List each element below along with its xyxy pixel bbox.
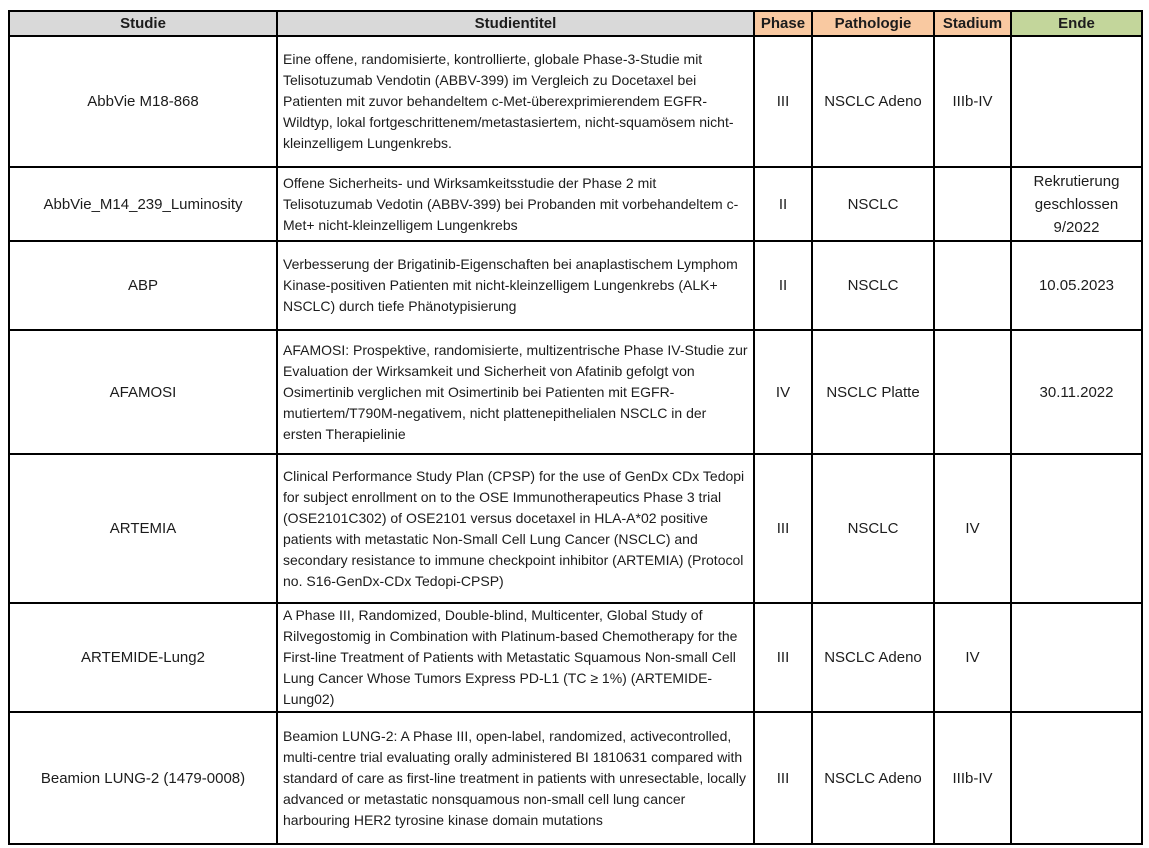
pathologie-cell: NSCLC (811, 453, 935, 604)
col-header-studie: Studie (8, 10, 278, 37)
studientitel-cell: Beamion LUNG-2: A Phase III, open-label,… (276, 711, 755, 845)
clinical-trials-table: Studie Studientitel Phase Pathologie Sta… (8, 10, 1143, 845)
studie-cell: ARTEMIDE-Lung2 (8, 602, 278, 713)
phase-cell: II (753, 166, 813, 242)
studientitel-cell: Offene Sicherheits- und Wirksamkeitsstud… (276, 166, 755, 242)
pathologie-cell: NSCLC Adeno (811, 711, 935, 845)
phase-cell: IV (753, 329, 813, 455)
col-header-ende: Ende (1010, 10, 1143, 37)
table-row: AbbVie M18-868 Eine offene, randomisiert… (8, 35, 1143, 168)
header-row: Studie Studientitel Phase Pathologie Sta… (8, 10, 1143, 37)
phase-cell: III (753, 602, 813, 713)
studientitel-cell: AFAMOSI: Prospektive, randomisierte, mul… (276, 329, 755, 455)
studie-cell: Beamion LUNG-2 (1479-0008) (8, 711, 278, 845)
stadium-cell (933, 240, 1012, 331)
ende-cell (1010, 453, 1143, 604)
pathologie-cell: NSCLC (811, 166, 935, 242)
phase-cell: III (753, 35, 813, 168)
col-header-stadium: Stadium (933, 10, 1012, 37)
studie-cell: AbbVie M18-868 (8, 35, 278, 168)
table-row: Beamion LUNG-2 (1479-0008) Beamion LUNG-… (8, 711, 1143, 845)
studie-cell: AbbVie_M14_239_Luminosity (8, 166, 278, 242)
table-row: AbbVie_M14_239_Luminosity Offene Sicherh… (8, 166, 1143, 242)
phase-cell: III (753, 453, 813, 604)
studie-cell: ABP (8, 240, 278, 331)
stadium-cell (933, 166, 1012, 242)
table-row: AFAMOSI AFAMOSI: Prospektive, randomisie… (8, 329, 1143, 455)
pathologie-cell: NSCLC Adeno (811, 35, 935, 168)
ende-cell: Rekrutierung geschlossen 9/2022 (1010, 166, 1143, 242)
studientitel-cell: Clinical Performance Study Plan (CPSP) f… (276, 453, 755, 604)
stadium-cell: IV (933, 453, 1012, 604)
stadium-cell: IIIb-IV (933, 35, 1012, 168)
ende-cell: 30.11.2022 (1010, 329, 1143, 455)
col-header-pathologie: Pathologie (811, 10, 935, 37)
studie-cell: ARTEMIA (8, 453, 278, 604)
stadium-cell: IV (933, 602, 1012, 713)
stadium-cell (933, 329, 1012, 455)
studientitel-cell: Eine offene, randomisierte, kontrolliert… (276, 35, 755, 168)
ende-cell: 10.05.2023 (1010, 240, 1143, 331)
ende-cell (1010, 602, 1143, 713)
col-header-studientitel: Studientitel (276, 10, 755, 37)
col-header-phase: Phase (753, 10, 813, 37)
ende-cell (1010, 35, 1143, 168)
stadium-cell: IIIb-IV (933, 711, 1012, 845)
studientitel-cell: A Phase III, Randomized, Double-blind, M… (276, 602, 755, 713)
pathologie-cell: NSCLC (811, 240, 935, 331)
phase-cell: III (753, 711, 813, 845)
pathologie-cell: NSCLC Adeno (811, 602, 935, 713)
ende-cell (1010, 711, 1143, 845)
studie-cell: AFAMOSI (8, 329, 278, 455)
table-row: ARTEMIDE-Lung2 A Phase III, Randomized, … (8, 602, 1143, 713)
table-row: ABP Verbesserung der Brigatinib-Eigensch… (8, 240, 1143, 331)
studientitel-cell: Verbesserung der Brigatinib-Eigenschafte… (276, 240, 755, 331)
pathologie-cell: NSCLC Platte (811, 329, 935, 455)
table-row: ARTEMIA Clinical Performance Study Plan … (8, 453, 1143, 604)
phase-cell: II (753, 240, 813, 331)
